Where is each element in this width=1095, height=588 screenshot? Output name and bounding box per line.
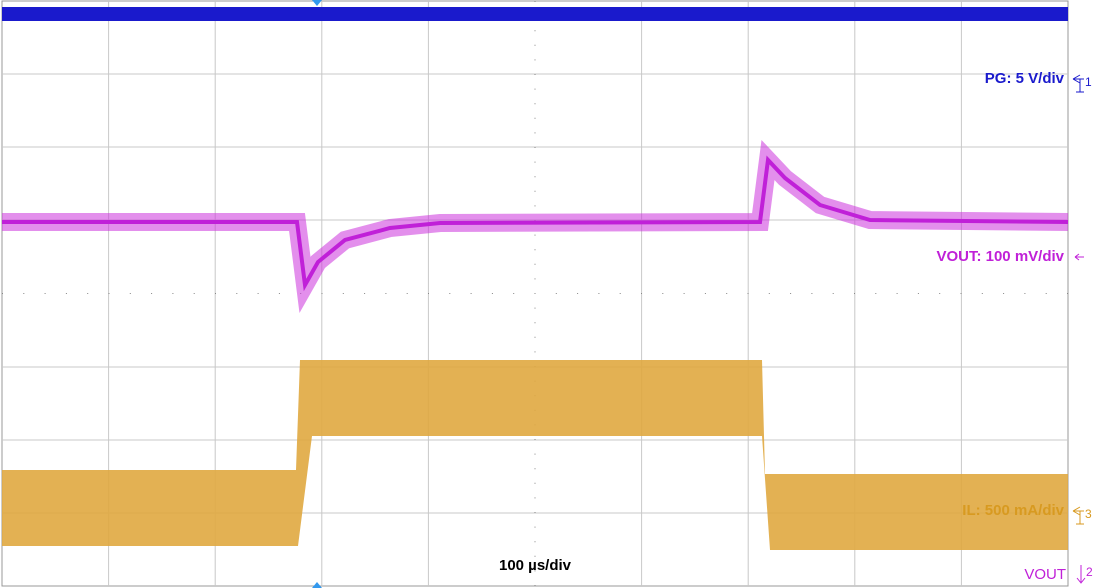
il-waveform (2, 360, 1068, 550)
channel-symbol (1072, 506, 1084, 525)
vout-waveform-core (2, 155, 1069, 292)
channel-label: IL: 500 mA/div (962, 502, 1064, 519)
channel-marker: 3 (1085, 507, 1092, 521)
pg-waveform (2, 7, 1068, 21)
trigger-marker (312, 0, 322, 6)
reference-label: VOUT (1024, 566, 1066, 583)
reference-marker: 2 (1086, 565, 1093, 579)
channel-symbol (1074, 253, 1084, 261)
trigger-marker (312, 582, 322, 588)
channel-symbol (1072, 74, 1084, 93)
reference-symbol (1076, 565, 1086, 584)
channel-label: PG: 5 V/div (985, 70, 1065, 87)
channel-label: VOUT: 100 mV/div (936, 248, 1064, 265)
channel-marker: 1 (1085, 75, 1092, 89)
timebase-label: 100 µs/div (499, 557, 572, 574)
